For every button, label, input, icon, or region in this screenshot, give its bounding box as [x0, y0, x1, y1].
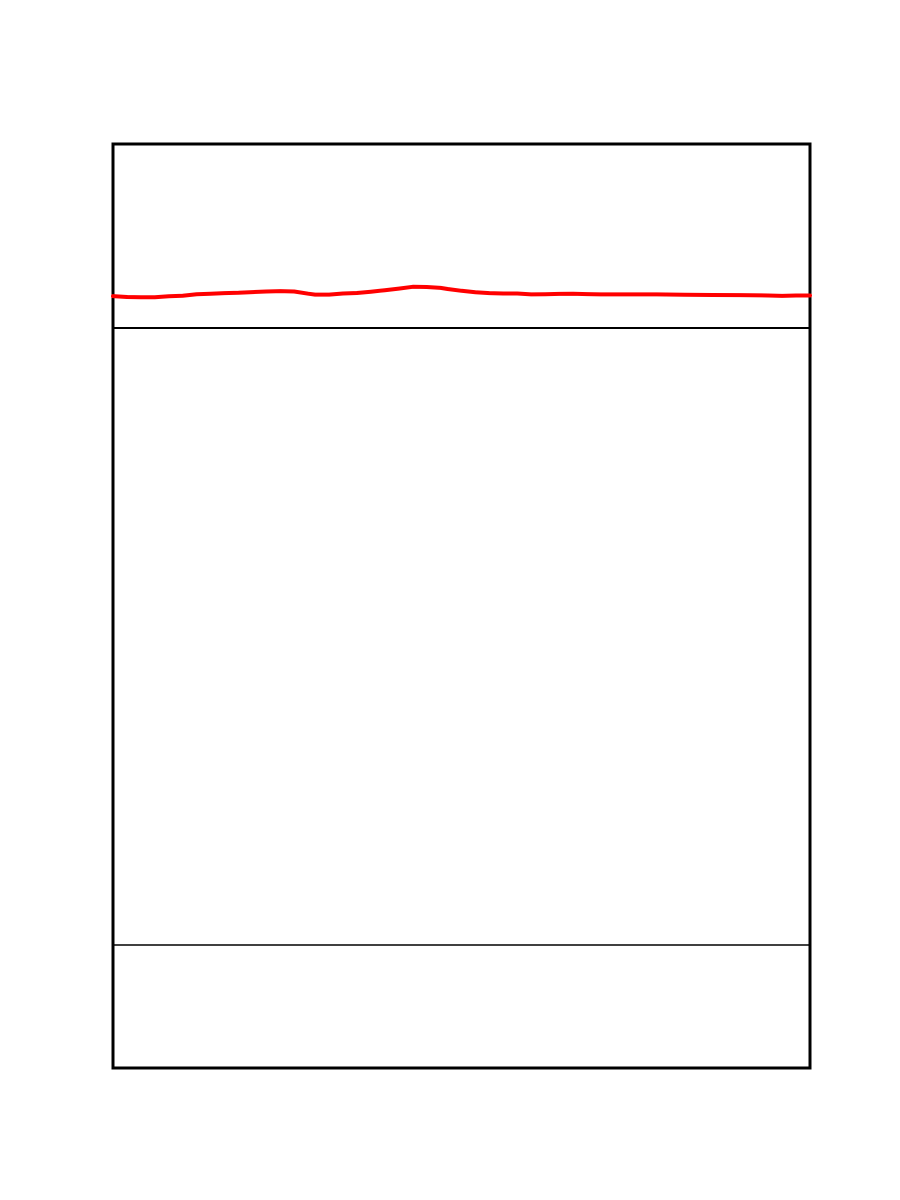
series-line-1	[111, 284, 812, 300]
plot-frame	[111, 142, 812, 1070]
series-layer	[111, 284, 812, 300]
